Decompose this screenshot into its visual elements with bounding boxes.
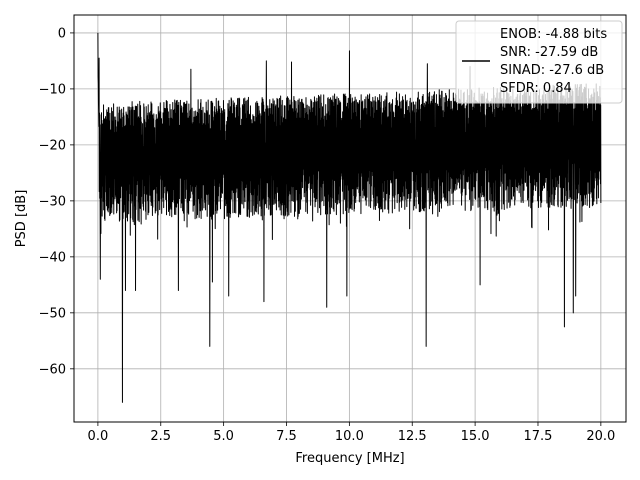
x-tick-label: 5.0 (213, 429, 234, 444)
x-tick-label: 20.0 (586, 429, 615, 444)
y-tick-label: −30 (39, 194, 66, 209)
x-axis-label: Frequency [MHz] (295, 451, 404, 466)
x-axis-ticks: 0.0 2.5 5.0 7.5 10.0 12.5 15.0 17.5 20.0 (88, 422, 615, 444)
legend-sfdr: SFDR: 0.84 (500, 81, 572, 96)
y-tick-label: −40 (39, 250, 66, 265)
legend-snr: SNR: -27.59 dB (500, 45, 598, 60)
y-axis-label: PSD [dB] (14, 190, 29, 248)
x-tick-label: 15.0 (461, 429, 490, 444)
legend-box (455, 20, 623, 104)
y-tick-label: −10 (39, 82, 66, 97)
x-tick-label: 17.5 (524, 429, 553, 444)
axes-frame (73, 14, 627, 423)
x-tick-label: 0.0 (88, 429, 109, 444)
y-axis-ticks: 0 −10 −20 −30 −40 −50 −60 (39, 26, 74, 377)
legend-enob: ENOB: -4.88 bits (500, 27, 607, 42)
psd-series-line (97, 32, 602, 403)
y-tick-label: −60 (39, 362, 66, 377)
y-tick-label: 0 (58, 26, 66, 41)
legend: ENOB: -4.88 bits SNR: -27.59 dB SINAD: -… (455, 20, 623, 104)
y-tick-label: −20 (39, 138, 66, 153)
y-tick-label: −50 (39, 306, 66, 321)
x-tick-label: 7.5 (276, 429, 297, 444)
x-tick-label: 12.5 (398, 429, 427, 444)
x-tick-label: 2.5 (150, 429, 171, 444)
legend-sinad: SINAD: -27.6 dB (500, 63, 604, 78)
x-tick-label: 10.0 (335, 429, 364, 444)
